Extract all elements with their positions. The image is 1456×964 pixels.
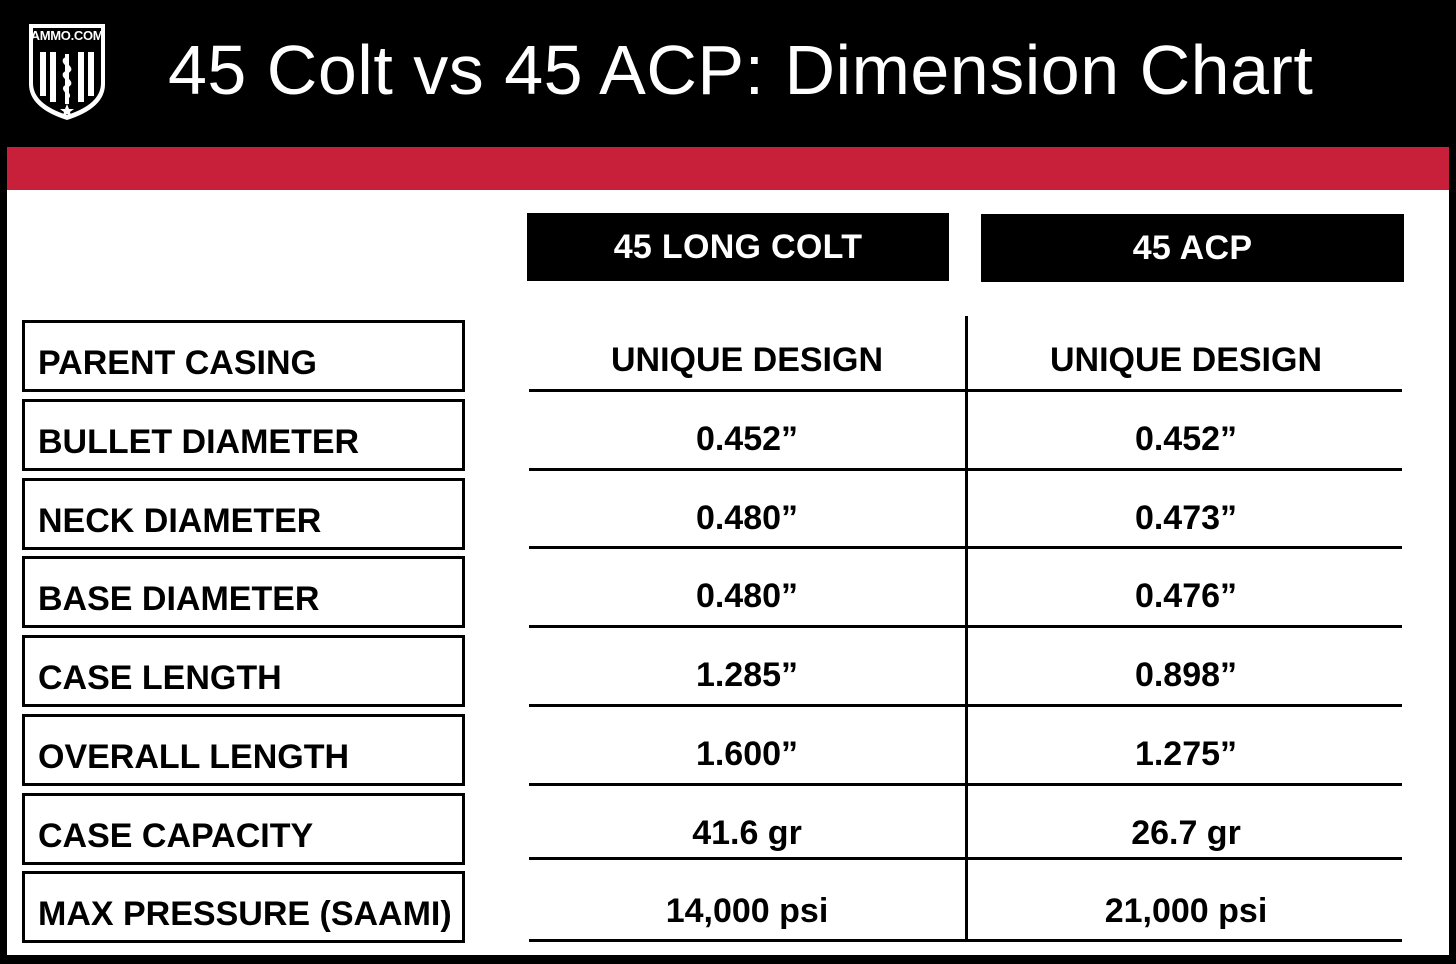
cell-45-acp-case-capacity: 26.7 gr	[1131, 814, 1241, 852]
page-title: 45 Colt vs 45 ACP: Dimension Chart	[168, 31, 1314, 109]
cell-45-acp-parent-casing: UNIQUE DESIGN	[1049, 341, 1323, 379]
row-label-max-pressure: MAX PRESSURE (SAAMI)	[22, 871, 465, 943]
row-divider	[529, 704, 1402, 707]
accent-bar	[7, 147, 1449, 190]
row-divider	[529, 939, 1402, 942]
cell-45-acp-overall-length: 1.275”	[1134, 735, 1238, 773]
comparison-table: 45 LONG COLT 45 ACP PARENT CASING BULLET…	[7, 190, 1449, 955]
cell-45-acp-base-diameter: 0.476”	[1134, 577, 1238, 615]
cell-45-long-colt-max-pressure: 14,000 psi	[665, 892, 829, 930]
column-header-45-long-colt: 45 LONG COLT	[527, 213, 949, 281]
cell-45-long-colt-bullet-diameter: 0.452”	[695, 420, 799, 458]
cell-45-long-colt-case-capacity: 41.6 gr	[692, 814, 802, 852]
row-divider	[529, 546, 1402, 549]
row-divider	[529, 468, 1402, 471]
cell-45-acp-neck-diameter: 0.473”	[1134, 499, 1238, 537]
cell-45-acp-case-length: 0.898”	[1134, 656, 1238, 694]
row-label-bullet-diameter: BULLET DIAMETER	[22, 399, 465, 471]
cell-45-long-colt-neck-diameter: 0.480”	[695, 499, 799, 537]
cell-45-long-colt-overall-length: 1.600”	[695, 735, 799, 773]
header: AMMO.COM 45 Colt vs 45 ACP: Dimension Ch…	[0, 0, 1456, 147]
row-divider	[529, 625, 1402, 628]
shield-icon	[29, 24, 105, 120]
ammo-logo: AMMO.COM	[27, 22, 107, 122]
row-label-case-length: CASE LENGTH	[22, 635, 465, 707]
row-label-neck-diameter: NECK DIAMETER	[22, 478, 465, 550]
cell-45-long-colt-base-diameter: 0.480”	[695, 577, 799, 615]
cell-45-long-colt-parent-casing: UNIQUE DESIGN	[610, 341, 884, 379]
column-divider	[965, 316, 968, 942]
cell-45-long-colt-case-length: 1.285”	[695, 656, 799, 694]
logo-text: AMMO.COM	[30, 28, 104, 43]
row-divider	[529, 783, 1402, 786]
row-label-case-capacity: CASE CAPACITY	[22, 793, 465, 865]
row-divider	[529, 857, 1402, 860]
cell-45-acp-max-pressure: 21,000 psi	[1104, 892, 1268, 930]
cell-45-acp-bullet-diameter: 0.452”	[1134, 420, 1238, 458]
column-header-45-acp: 45 ACP	[981, 214, 1404, 282]
row-label-base-diameter: BASE DIAMETER	[22, 556, 465, 628]
row-label-overall-length: OVERALL LENGTH	[22, 714, 465, 786]
row-divider	[529, 389, 1402, 392]
row-label-parent-casing: PARENT CASING	[22, 320, 465, 392]
